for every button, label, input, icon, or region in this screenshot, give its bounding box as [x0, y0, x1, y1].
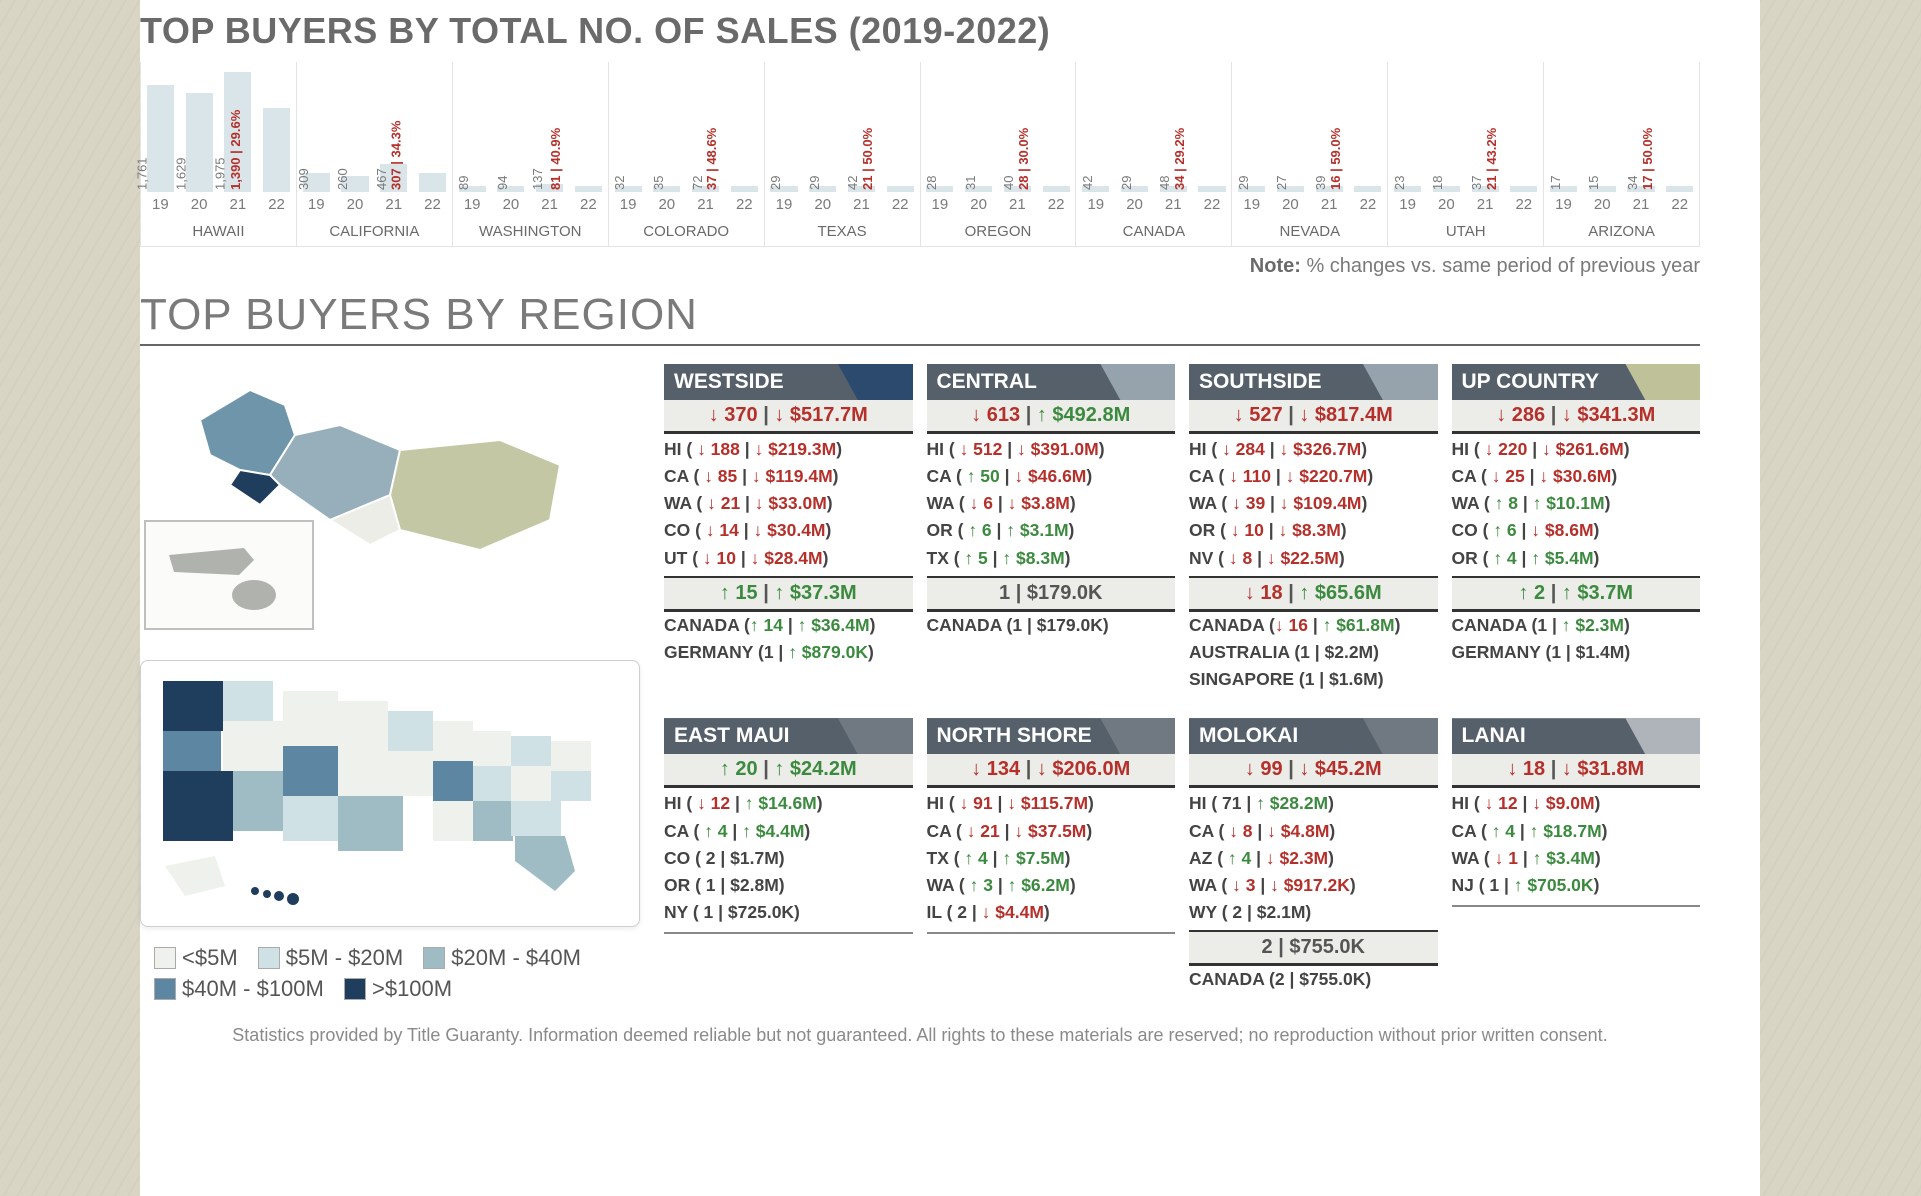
us-map: [140, 660, 640, 927]
disclaimer: Statistics provided by Title Guaranty. I…: [140, 1025, 1700, 1046]
region-card: NORTH SHORE↓ 134 | ↓ $206.0MHI ( ↓ 91 | …: [927, 718, 1176, 1004]
state-axis: HAWAIICALIFORNIAWASHINGTONCOLORADOTEXASO…: [140, 217, 1700, 247]
bar-chart: 1,7611,6291,9751,390 | 29.6%309260467307…: [140, 62, 1700, 192]
year-axis: 1920212219202122192021221920212219202122…: [140, 192, 1700, 217]
inset-islands-map: [144, 520, 314, 630]
map-legend: <$5M $5M - $20M $20M - $40M $40M - $100M…: [140, 943, 640, 1005]
regions-title: TOP BUYERS BY REGION: [140, 290, 1700, 340]
chart-note: Note: % changes vs. same period of previ…: [140, 255, 1700, 278]
region-card: EAST MAUI↑ 20 | ↑ $24.2MHI ( ↓ 12 | ↑ $1…: [664, 718, 913, 1004]
region-card: WESTSIDE↓ 370 | ↓ $517.7MHI ( ↓ 188 | ↓ …: [664, 364, 913, 704]
region-card: SOUTHSIDE↓ 527 | ↓ $817.4MHI ( ↓ 284 | ↓…: [1189, 364, 1438, 704]
region-card: MOLOKAI↓ 99 | ↓ $45.2MHI ( 71 | ↑ $28.2M…: [1189, 718, 1438, 1004]
region-cards-grid: WESTSIDE↓ 370 | ↓ $517.7MHI ( ↓ 188 | ↓ …: [664, 364, 1700, 1005]
region-card: LANAI↓ 18 | ↓ $31.8MHI ( ↓ 12 | ↓ $9.0M)…: [1452, 718, 1701, 1004]
chart-title: TOP BUYERS BY TOTAL NO. OF SALES (2019-2…: [140, 10, 1700, 52]
region-card: CENTRAL↓ 613 | ↑ $492.8MHI ( ↓ 512 | ↓ $…: [927, 364, 1176, 704]
region-card: UP COUNTRY↓ 286 | ↓ $341.3MHI ( ↓ 220 | …: [1452, 364, 1701, 704]
maui-map: [140, 370, 640, 630]
